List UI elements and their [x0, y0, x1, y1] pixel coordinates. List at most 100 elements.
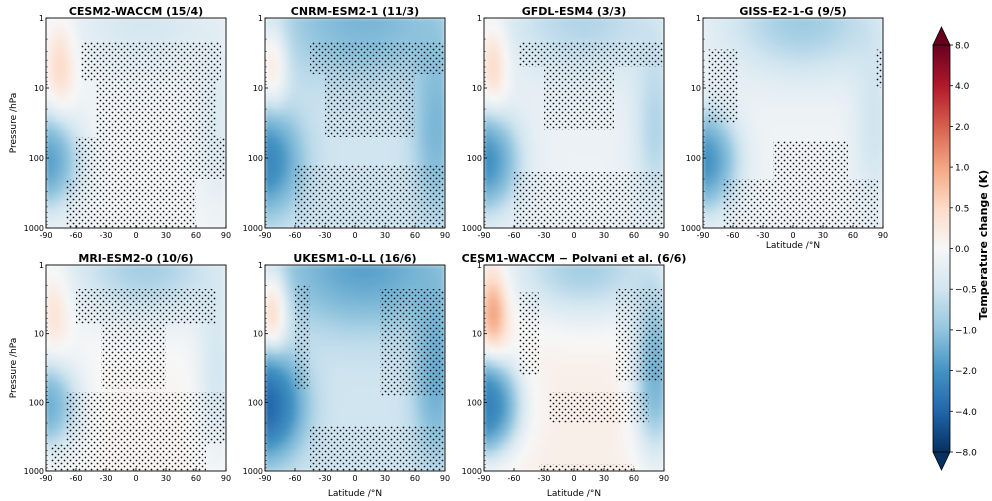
field-cell	[737, 136, 744, 145]
field-cell	[105, 31, 112, 40]
field-cell	[633, 108, 640, 117]
field-cell	[46, 422, 52, 431]
field-cell	[623, 157, 630, 166]
field-cell	[648, 73, 655, 82]
field-cell	[484, 192, 490, 201]
field-cell	[55, 24, 62, 33]
field-cell	[807, 122, 814, 131]
field-cell	[857, 129, 864, 138]
field-cell	[548, 164, 555, 173]
field-cell	[498, 171, 505, 180]
x-tick-label: 30	[599, 231, 609, 240]
field-cell	[314, 94, 321, 103]
x-tick-label: 90	[221, 231, 231, 240]
field-cell	[75, 108, 82, 117]
field-cell	[802, 18, 809, 26]
field-cell	[817, 80, 824, 89]
field-cell	[80, 340, 87, 348]
field-cell	[304, 24, 311, 33]
field-cell	[279, 80, 286, 89]
field-cell	[598, 150, 605, 159]
field-cell	[60, 143, 67, 152]
field-cell	[265, 80, 271, 89]
field-cell	[279, 38, 286, 47]
field-cell	[732, 38, 739, 47]
field-cell	[279, 115, 286, 124]
field-cell	[75, 381, 82, 390]
field-cell	[364, 157, 371, 166]
field-cell	[484, 87, 490, 96]
field-cell	[538, 157, 545, 166]
field-cell	[613, 66, 620, 75]
field-cell	[643, 150, 650, 159]
field-cell	[623, 94, 630, 103]
field-cell	[613, 164, 620, 173]
field-cell	[553, 143, 560, 152]
field-cell	[603, 150, 610, 159]
field-cell	[55, 31, 62, 40]
field-cell	[429, 80, 436, 89]
field-cell	[65, 115, 72, 124]
field-cell	[628, 143, 635, 152]
field-cell	[717, 24, 724, 33]
field-cell	[70, 31, 77, 40]
field-cell	[872, 52, 879, 61]
field-cell	[508, 52, 515, 61]
field-cell	[712, 122, 719, 131]
field-cell	[215, 108, 222, 117]
field-cell	[75, 278, 82, 287]
field-cell	[872, 38, 879, 47]
field-cell	[354, 24, 361, 33]
field-cell	[274, 206, 281, 215]
field-cell	[608, 143, 615, 152]
field-cell	[279, 66, 286, 75]
field-cell	[314, 87, 321, 96]
field-cell	[842, 38, 849, 47]
field-cell	[508, 185, 515, 194]
field-cell	[817, 66, 824, 75]
field-cell	[772, 94, 779, 103]
field-cell	[269, 143, 276, 152]
field-cell	[85, 346, 92, 355]
field-cell	[314, 18, 321, 26]
field-cell	[374, 18, 381, 26]
field-cell	[568, 18, 575, 26]
field-cell	[484, 94, 490, 103]
field-cell	[777, 129, 784, 138]
field-cell	[837, 59, 844, 68]
field-cell	[319, 73, 326, 82]
field-cell	[195, 178, 202, 187]
field-cell	[593, 150, 600, 159]
x-tick-label: 30	[818, 231, 828, 240]
y-tick-label: 1	[477, 14, 482, 23]
field-cell	[85, 115, 92, 124]
field-cell	[220, 24, 226, 33]
field-cell	[274, 192, 281, 201]
field-cell	[757, 108, 764, 117]
field-cell	[60, 87, 67, 96]
field-cell	[60, 312, 67, 321]
x-tick-label: -90	[696, 231, 709, 240]
field-cell	[573, 164, 580, 173]
field-cell	[220, 185, 226, 194]
field-cell	[643, 115, 650, 124]
field-cell	[60, 374, 67, 383]
field-cell	[493, 66, 500, 75]
y-tick-label: 1000	[462, 224, 482, 233]
field-cell	[593, 31, 600, 40]
significance-stipple	[76, 137, 226, 179]
field-cell	[65, 108, 72, 117]
field-cell	[847, 52, 854, 61]
field-cell	[90, 333, 97, 342]
field-cell	[633, 157, 640, 166]
field-cell	[623, 73, 630, 82]
field-cell	[409, 143, 416, 152]
field-cell	[65, 312, 72, 321]
field-cell	[717, 171, 724, 180]
field-cell	[543, 24, 550, 33]
field-cell	[269, 101, 276, 110]
field-cell	[862, 143, 869, 152]
field-cell	[55, 150, 62, 159]
field-cell	[722, 129, 729, 138]
x-tick-label: 0	[790, 231, 795, 240]
